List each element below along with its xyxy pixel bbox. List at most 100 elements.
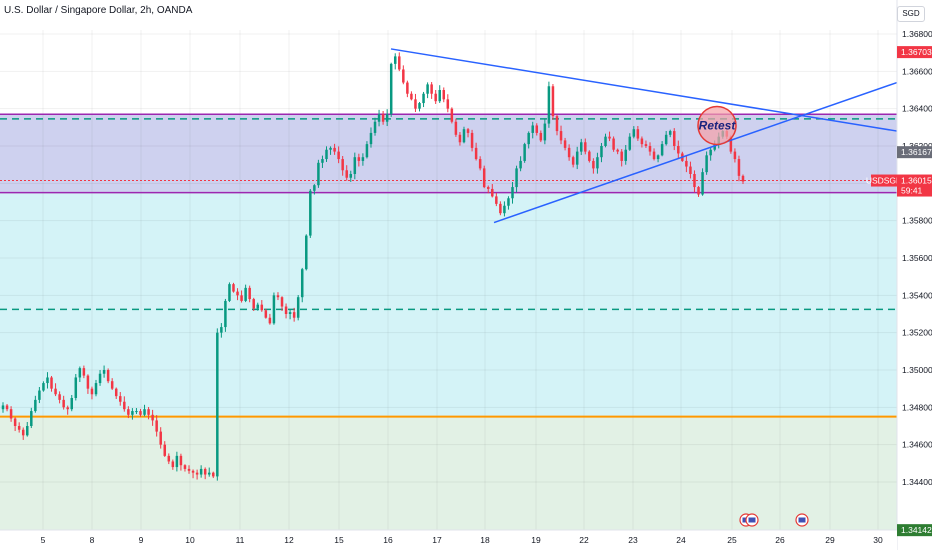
candle xyxy=(17,422,21,433)
candle xyxy=(13,417,17,432)
candle-body xyxy=(438,90,441,102)
candle xyxy=(474,142,478,161)
candle-body xyxy=(406,82,409,94)
support-zone xyxy=(0,416,897,530)
candle xyxy=(458,131,462,146)
candle-body xyxy=(365,144,369,158)
candle xyxy=(701,168,704,196)
candle-body xyxy=(523,144,526,161)
candle-body xyxy=(398,56,401,70)
candle-body xyxy=(575,151,579,165)
time-tick-label: 15 xyxy=(334,535,344,545)
candle-body xyxy=(114,388,118,397)
candle xyxy=(511,181,514,204)
retest-circle xyxy=(697,105,737,146)
candle-body xyxy=(389,63,393,115)
candle-body xyxy=(579,142,583,152)
candle xyxy=(30,407,33,429)
candle xyxy=(373,117,377,136)
candle-body xyxy=(5,405,9,410)
candle xyxy=(292,307,296,322)
candle xyxy=(539,130,543,143)
candle-body xyxy=(491,188,494,197)
time-tick-label: 16 xyxy=(383,535,393,545)
candle xyxy=(624,144,627,165)
time-tick-label: 9 xyxy=(139,535,144,545)
candle xyxy=(495,192,498,207)
candle xyxy=(482,165,486,189)
candle xyxy=(410,91,413,101)
candle-body xyxy=(46,377,49,384)
candle-body xyxy=(410,93,413,100)
candle-body xyxy=(604,136,607,146)
candle-body xyxy=(511,187,514,199)
candle-body xyxy=(434,93,437,102)
candle-body xyxy=(119,396,122,402)
candle-body xyxy=(34,399,37,412)
supply-zone xyxy=(0,114,897,193)
price-axis[interactable] xyxy=(897,0,932,550)
candle xyxy=(207,467,211,477)
candle-body xyxy=(26,426,29,436)
candle-body xyxy=(369,132,373,145)
candle xyxy=(361,153,365,166)
candle xyxy=(737,155,741,182)
candle xyxy=(563,137,567,151)
candle xyxy=(705,151,708,175)
price-tag-box xyxy=(897,524,932,537)
candle xyxy=(418,101,421,112)
candle-body xyxy=(296,297,300,318)
candle-body xyxy=(442,90,446,100)
candle xyxy=(644,140,648,148)
candle xyxy=(365,141,369,159)
time-tick-label: 26 xyxy=(775,535,785,545)
candle xyxy=(163,441,167,457)
currency-badge[interactable]: SGD xyxy=(897,6,925,22)
candle-body xyxy=(486,187,490,189)
candle xyxy=(377,109,381,127)
candle xyxy=(579,138,583,155)
candle-body xyxy=(82,368,86,376)
candle xyxy=(486,185,490,194)
candle-body xyxy=(426,84,429,94)
candle-body xyxy=(656,155,660,160)
candle-body xyxy=(17,426,21,430)
candle-body xyxy=(381,114,385,122)
candle xyxy=(284,303,288,319)
candle-body xyxy=(191,470,195,473)
candle xyxy=(220,323,223,338)
candle-body xyxy=(648,146,652,152)
candle xyxy=(272,292,276,325)
candle xyxy=(70,394,73,412)
candle xyxy=(58,391,61,404)
candle-body xyxy=(183,465,187,469)
candle-body xyxy=(685,160,688,167)
candle xyxy=(102,365,106,378)
time-tick-label: 29 xyxy=(825,535,835,545)
candle xyxy=(252,297,255,311)
candle xyxy=(260,300,264,312)
candle xyxy=(349,170,353,182)
candle-body xyxy=(430,84,433,94)
candle xyxy=(110,378,114,391)
candle-body xyxy=(74,377,78,398)
time-tick-label: 11 xyxy=(236,535,245,545)
candle xyxy=(268,313,272,325)
candle xyxy=(216,328,219,481)
candle-body xyxy=(636,129,640,139)
candle xyxy=(147,407,150,420)
price-tick-label: 1.36400 xyxy=(902,104,932,114)
candle xyxy=(369,127,373,148)
candle-body xyxy=(216,332,219,477)
time-axis[interactable] xyxy=(0,530,897,550)
candle xyxy=(628,133,632,151)
candle xyxy=(652,148,656,161)
flag-icon xyxy=(798,517,806,523)
candle xyxy=(523,142,526,163)
candle xyxy=(660,141,664,157)
candle-body xyxy=(709,149,712,156)
candle xyxy=(612,136,615,152)
candle xyxy=(393,53,397,70)
candle-body xyxy=(628,136,632,150)
